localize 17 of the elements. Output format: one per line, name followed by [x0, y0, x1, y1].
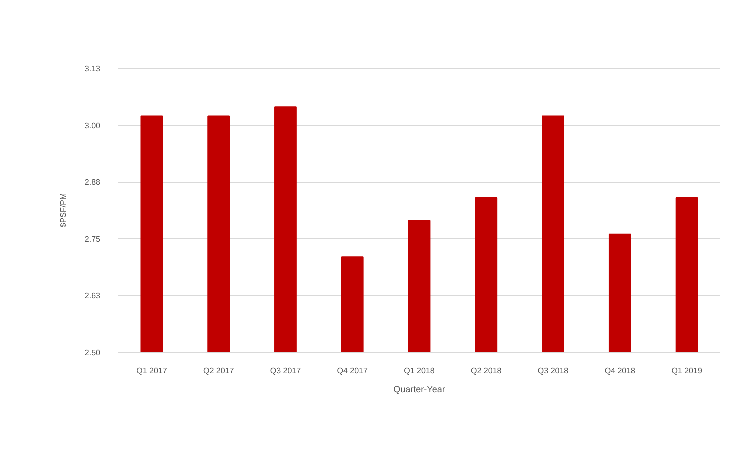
x-axis-title: Quarter-Year — [394, 384, 446, 394]
x-tick-label: Q1 2019 — [672, 366, 703, 376]
x-tick-label: Q1 2017 — [136, 366, 168, 376]
x-tick-label: Q3 2018 — [538, 366, 570, 376]
x-tick-label: Q4 2017 — [337, 366, 369, 376]
y-tick-label: 2.63 — [84, 292, 102, 301]
x-tick-label: Q1 2018 — [404, 366, 436, 376]
y-tick-label: 3.00 — [84, 121, 102, 130]
x-tick-label: Q3 2017 — [270, 366, 302, 376]
x-tick-label: Q2 2018 — [471, 366, 502, 376]
x-tick-label: Q2 2017 — [203, 366, 235, 376]
y-tick-label: 2.75 — [84, 234, 102, 244]
y-tick-label: 2.88 — [84, 178, 102, 188]
y-tick-label: 3.13 — [84, 64, 102, 74]
y-axis-title: $PSF/PM — [58, 193, 68, 228]
x-tick-label: Q4 2018 — [604, 366, 636, 376]
y-tick-label: 2.50 — [84, 348, 102, 358]
